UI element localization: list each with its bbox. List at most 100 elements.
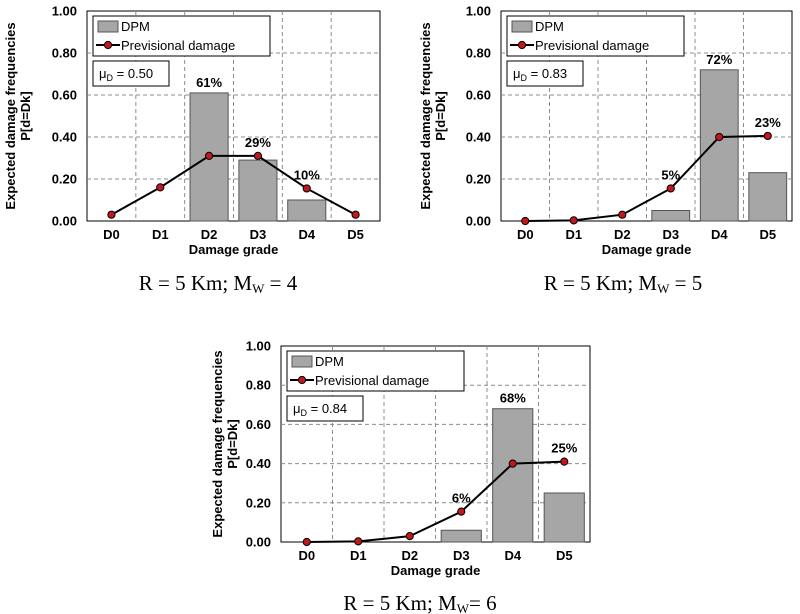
x-tick-label: D3 [250, 227, 267, 242]
y-tick-label: 0.80 [52, 46, 77, 61]
marker-D0 [302, 537, 311, 547]
bar-D5 [748, 172, 788, 222]
data-label: 23% [755, 115, 781, 130]
x-tick-label: D1 [152, 227, 169, 242]
y-axis-title: Expected damage frequencies [3, 22, 18, 209]
bar-D4 [287, 199, 327, 222]
y-tick-label: 0.60 [466, 88, 491, 103]
x-tick-label: D1 [350, 548, 367, 563]
legend-label-previsional: Previsional damage [535, 38, 649, 53]
y-tick-label: 0.40 [466, 130, 491, 145]
mu-d-frame [506, 60, 584, 87]
line-previsional-damage [306, 460, 565, 543]
x-tick-label: D4 [711, 227, 728, 242]
mu-d-label: μD = 0.50 [99, 66, 153, 83]
legend-label-dpm: DPM [315, 354, 344, 369]
y-tick-label: 0.60 [246, 417, 271, 432]
legend-swatch-dpm [291, 355, 313, 368]
marker-D4 [715, 132, 724, 142]
mu-d-label: μD = 0.83 [513, 66, 567, 83]
legend-box [92, 15, 271, 57]
marker-D1 [354, 537, 363, 546]
data-label: 72% [706, 52, 732, 67]
panel-caption: R = 5 Km; MW= 6 [343, 591, 496, 614]
y-axis-title-2: P[d=Dk] [433, 91, 448, 140]
marker-D1 [156, 183, 165, 192]
marker-D1 [569, 216, 578, 225]
y-tick-label: 0.20 [246, 495, 271, 510]
legend-marker [103, 40, 113, 50]
data-label: 10% [294, 167, 320, 182]
y-tick-label: 0.20 [466, 172, 491, 187]
mu-d-frame [92, 60, 170, 87]
data-label: 25% [551, 441, 577, 456]
legend-marker [517, 40, 527, 50]
marker-D3 [666, 184, 675, 193]
y-axis-title: Expected damage frequencies [210, 350, 225, 537]
y-tick-label: 0.00 [52, 214, 77, 229]
y-tick-label: 0.20 [52, 172, 77, 187]
y-axis-title: Expected damage frequencies [418, 22, 433, 209]
x-tick-label: D3 [453, 548, 470, 563]
x-tick-label: D4 [298, 227, 315, 242]
legend-label-dpm: DPM [121, 19, 150, 34]
panel-caption: R = 5 Km; MW = 4 [139, 271, 298, 296]
bar-D3 [651, 210, 691, 222]
y-tick-label: 0.60 [52, 88, 77, 103]
x-tick-label: D4 [504, 548, 521, 563]
legend-marker [297, 375, 307, 385]
mu-d-label: μD = 0.84 [293, 401, 347, 418]
x-tick-label: D2 [401, 548, 418, 563]
x-tick-label: D1 [565, 227, 582, 242]
line-previsional-damage [110, 154, 357, 216]
panel-caption: R = 5 Km; MW = 5 [544, 271, 702, 296]
x-tick-label: D3 [662, 227, 679, 242]
marker-D0 [521, 216, 530, 226]
y-tick-label: 0.00 [466, 214, 491, 229]
legend-box [506, 15, 685, 57]
bar-D3 [440, 529, 482, 543]
x-tick-label: D0 [517, 227, 534, 242]
x-axis-title: Damage grade [189, 242, 279, 257]
x-tick-label: D0 [103, 227, 120, 242]
marker-D5 [763, 131, 772, 141]
x-tick-label: D0 [298, 548, 315, 563]
marker-D2 [405, 532, 414, 541]
legend-swatch-dpm [97, 20, 119, 33]
x-axis-title: Damage grade [602, 242, 692, 257]
y-tick-label: 0.00 [246, 535, 271, 550]
marker-D5 [560, 457, 569, 466]
data-label: 6% [452, 491, 471, 506]
marker-D2 [204, 151, 214, 160]
bar-D3 [238, 159, 278, 222]
y-axis-title-2: P[d=Dk] [225, 419, 240, 468]
y-tick-label: 0.80 [246, 378, 271, 393]
bar-D5 [543, 492, 585, 543]
legend: DPM Previsional damage [286, 350, 465, 392]
y-tick-label: 0.40 [246, 456, 271, 471]
data-label: 68% [500, 391, 526, 406]
line-previsional-damage [525, 134, 768, 222]
chart-panel-3: 6% 68% 25% 0.00 0.20 0.40 0.60 0.80 1.00 D0 D1 D2 D3… [210, 339, 591, 614]
marker-D2 [618, 210, 627, 219]
mu-d-box: μD = 0.84 [286, 395, 364, 422]
legend-label-dpm: DPM [535, 19, 564, 34]
legend-label-previsional: Previsional damage [315, 373, 429, 388]
data-label: 5% [661, 167, 680, 182]
x-tick-label: D5 [347, 227, 364, 242]
legend-box [286, 350, 465, 392]
data-label: 29% [245, 135, 271, 150]
y-tick-label: 0.40 [52, 130, 77, 145]
mu-d-box: μD = 0.83 [506, 60, 584, 87]
x-tick-label: D5 [556, 548, 573, 563]
y-tick-label: 0.80 [466, 46, 491, 61]
marker-D3 [253, 151, 263, 160]
x-axis-title: Damage grade [391, 563, 481, 578]
x-tick-label: D5 [759, 227, 776, 242]
legend: DPM Previsional damage [506, 15, 685, 57]
x-tick-label: D2 [201, 227, 218, 242]
marker-D4 [508, 459, 517, 468]
mu-d-box: μD = 0.50 [92, 60, 170, 87]
data-label: 61% [196, 75, 222, 90]
